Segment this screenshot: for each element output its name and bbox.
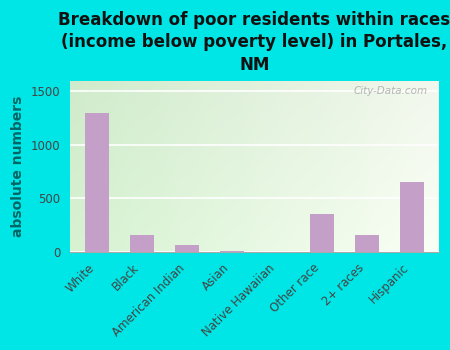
Text: City-Data.com: City-Data.com [354, 86, 428, 96]
Bar [130, 235, 154, 252]
Bar [355, 235, 379, 252]
Bar [310, 214, 334, 252]
Bar [85, 113, 109, 252]
Bar [175, 245, 199, 252]
Bar [400, 182, 424, 252]
Y-axis label: absolute numbers: absolute numbers [11, 96, 25, 237]
Title: Breakdown of poor residents within races
(income below poverty level) in Portale: Breakdown of poor residents within races… [58, 11, 450, 74]
